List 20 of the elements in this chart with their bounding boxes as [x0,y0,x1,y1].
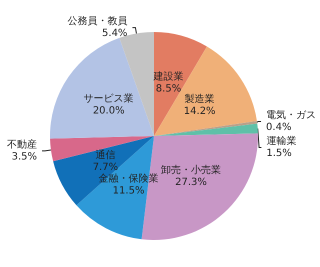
data-label: 0.4% [266,122,292,134]
slice-label: 通信 [95,149,116,162]
slice-label: 公務員・教員 [67,15,128,28]
data-label: 14.2% [184,106,216,117]
slice-label: 製造業 [184,92,215,105]
data-label: 11.5% [112,185,144,196]
data-label: 20.0% [92,105,125,116]
slice-label: サービス業 [84,92,134,104]
data-label: 3.5% [12,151,37,162]
data-label: 8.5% [156,83,182,94]
slice-label: 金融・保険業 [98,172,159,184]
data-label: 1.5% [266,148,292,160]
data-label: 5.4% [102,28,128,40]
data-label: 7.7% [92,162,118,174]
slice-label: 不動産 [7,138,37,150]
slice-label: 建設業 [152,70,184,82]
data-label: 27.3% [175,177,207,188]
slice-label: 電気・ガス [266,110,316,122]
slice-label: 卸売・小売業 [161,164,222,176]
slice-label: 運輸業 [266,135,296,148]
